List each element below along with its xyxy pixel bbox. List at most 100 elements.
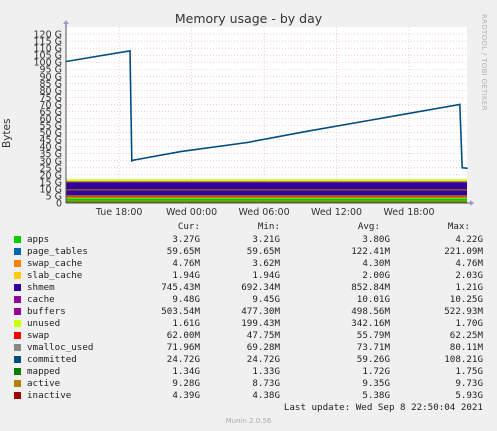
legend-min-value: 9.45G (252, 294, 280, 305)
stack-area-unused (66, 179, 467, 182)
legend-avg-value: 73.71M (356, 342, 390, 353)
legend-min-value: 199.43M (241, 318, 280, 329)
legend-avg-value: 342.16M (351, 318, 390, 329)
y-tick-label: 100 G (33, 58, 62, 69)
y-tick-label: 0 (56, 199, 62, 210)
y-tick-label: 30 G (40, 156, 62, 167)
y-tick-label: 70 G (40, 100, 62, 111)
legend-max-value: 2.03G (455, 270, 483, 281)
plot-area (66, 27, 467, 203)
legend-cur-value: 9.28G (172, 378, 200, 389)
y-tick-label: 45 G (40, 135, 62, 146)
legend-row-cache: cache 9.48G 9.45G 10.01G 10.25G (0, 294, 497, 306)
x-tick-label: Wed 00:00 (166, 207, 217, 215)
legend-min-value: 477.30M (241, 306, 280, 317)
legend-cur-value: 1.34G (172, 366, 200, 377)
x-tick-label: Wed 18:00 (383, 207, 434, 215)
y-tick-label: 75 G (40, 93, 62, 104)
chart-plot: 05 G10 G15 G20 G25 G30 G35 G40 G45 G50 G… (33, 20, 474, 215)
legend-min-value: 1.94G (252, 270, 280, 281)
committed-point (461, 167, 463, 169)
legend-label: active (27, 378, 61, 389)
legend-max-value: 1.21G (455, 282, 483, 293)
y-tick-label: 20 G (40, 170, 62, 181)
legend-row-apps: apps 3.27G 3.21G 3.80G 4.22G (0, 234, 497, 246)
legend-swatch (14, 356, 21, 363)
legend-avg-value: 3.80G (362, 234, 390, 245)
committed-point (129, 50, 131, 52)
legend-max-value: 1.75G (455, 366, 483, 377)
legend-cur-value: 503.54M (161, 306, 200, 317)
legend-label: mapped (27, 366, 61, 377)
legend-row-slab_cache: slab_cache 1.94G 1.94G 2.00G 2.03G (0, 270, 497, 282)
legend-cur-value: 1.94G (172, 270, 200, 281)
legend-min-value: 69.28M (246, 342, 280, 353)
legend-row-swap_cache: swap_cache 4.76M 3.62M 4.30M 4.76M (0, 258, 497, 270)
y-tick-label: 110 G (33, 44, 62, 55)
y-tick-label: 35 G (40, 149, 62, 160)
legend-max-value: 4.76M (455, 258, 483, 269)
legend-min-value: 1.33G (252, 366, 280, 377)
x-tick-label: Wed 12:00 (311, 207, 362, 215)
legend-avg-value: 852.84M (351, 282, 390, 293)
legend-cur-value: 3.27G (172, 234, 200, 245)
legend-row-buffers: buffers 503.54M 477.30M 498.56M 522.93M (0, 306, 497, 318)
legend-max-value: 4.22G (455, 234, 483, 245)
legend-row-inactive: inactive 4.39G 4.38G 5.38G 5.93G (0, 390, 497, 402)
committed-point (179, 150, 182, 153)
legend-min-value: 3.21G (252, 234, 280, 245)
legend-row-shmem: shmem 745.43M 692.34M 852.84M 1.21G (0, 282, 497, 294)
x-tick-label: Tue 18:00 (95, 207, 143, 215)
legend-label: shmem (27, 282, 55, 293)
legend-avg-value: 55.79M (356, 330, 390, 341)
legend-min-value: 4.38G (252, 390, 280, 401)
legend-avg-value: 1.72G (362, 366, 390, 377)
legend-swatch (14, 392, 21, 399)
y-tick-label: 80 G (40, 86, 62, 97)
legend-avg-value: 122.41M (351, 246, 390, 257)
legend-cur-value: 1.61G (172, 318, 200, 329)
legend-label: swap (27, 330, 50, 341)
y-tick-label: 65 G (40, 107, 62, 118)
stack-area-cache (66, 182, 467, 196)
legend-swatch (14, 260, 21, 267)
legend-max-value: 80.11M (449, 342, 483, 353)
legend-cur-value: 62.00M (166, 330, 200, 341)
legend-max-value: 522.93M (444, 306, 483, 317)
legend-avg-value: 9.35G (362, 378, 390, 389)
committed-point (379, 117, 381, 120)
y-tick-label: 50 G (40, 128, 62, 139)
rrdtool-watermark: RRDTOOL / TOBI OETIKER (480, 14, 488, 111)
committed-point (132, 159, 135, 161)
y-tick-label: 55 G (40, 121, 62, 132)
legend-avg-value: 59.26G (356, 354, 390, 365)
legend-cur-value: 71.96M (166, 342, 200, 353)
y-tick-label: 95 G (40, 65, 62, 76)
legend-max-value: 108.21G (444, 354, 483, 365)
legend-swatch (14, 272, 21, 279)
committed-point (246, 141, 248, 144)
y-tick-label: 105 G (33, 51, 62, 62)
y-tick-label: 25 G (40, 163, 62, 174)
y-axis-arrow (63, 20, 69, 24)
legend-swatch (14, 236, 21, 243)
legend-cur-value: 745.43M (161, 282, 200, 293)
legend-label: apps (27, 234, 50, 245)
legend-max-value: 5.93G (455, 390, 483, 401)
legend-cur-value: 59.65M (166, 246, 200, 257)
committed-point (306, 130, 309, 132)
committed-point (466, 167, 468, 170)
legend-row-swap: swap 62.00M 47.75M 55.79M 62.25M (0, 330, 497, 342)
y-tick-label: 120 G (33, 30, 62, 41)
legend-row-vmalloc_used: vmalloc_used 71.96M 69.28M 73.71M 80.11M (0, 342, 497, 354)
legend-row-unused: unused 1.61G 199.43M 342.16M 1.70G (0, 318, 497, 330)
y-tick-label: 40 G (40, 142, 62, 153)
legend-swatch (14, 332, 21, 339)
legend-row-page_tables: page_tables 59.65M 59.65M 122.41M 221.09M (0, 246, 497, 258)
legend-label: swap_cache (27, 258, 83, 269)
y-tick-label: 5 G (46, 191, 62, 202)
legend-min-value: 692.34M (241, 282, 280, 293)
col-cur-header: Cur: (177, 221, 200, 232)
legend-cur-value: 24.72G (166, 354, 200, 365)
y-tick-label: 10 G (40, 184, 62, 195)
